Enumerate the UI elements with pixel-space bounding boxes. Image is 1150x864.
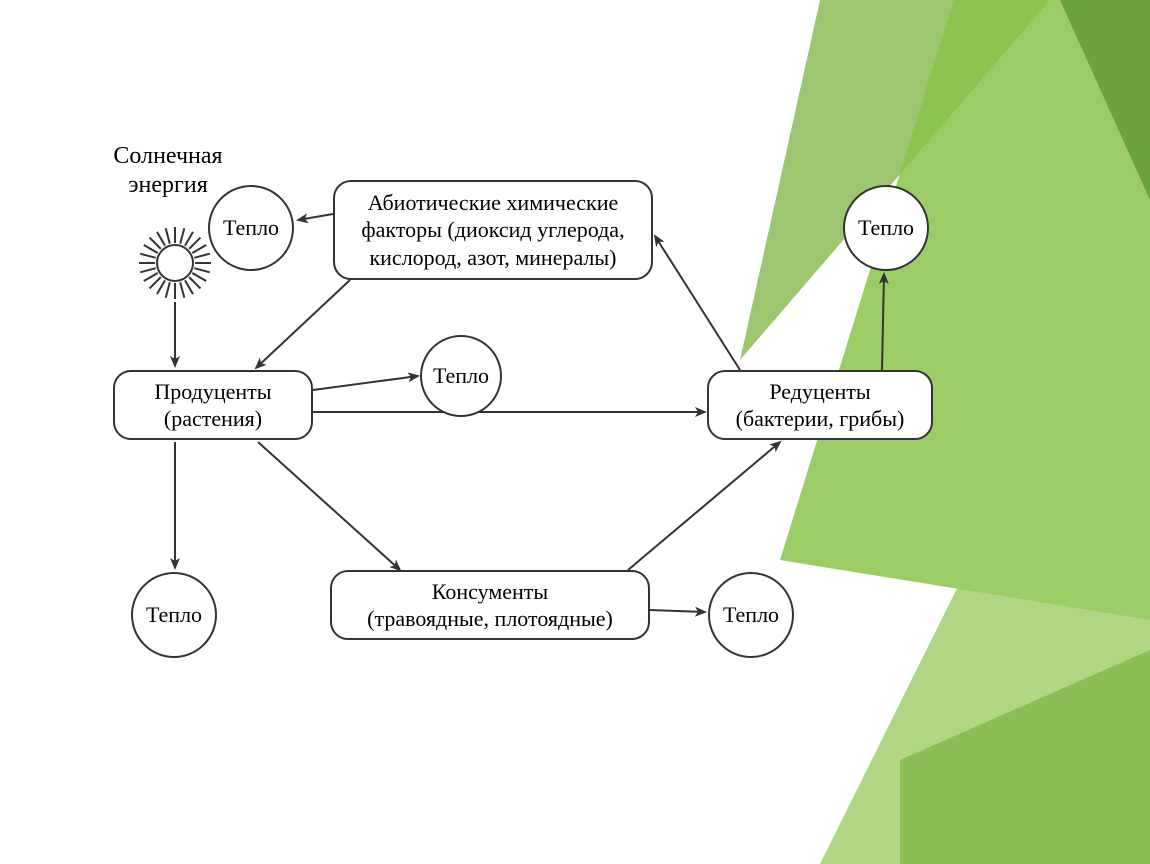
- decoration-triangle: [1060, 0, 1150, 200]
- node-heat-1: Тепло: [208, 185, 294, 271]
- node-heat-4: Тепло: [131, 572, 217, 658]
- edge-consumers-reducers: [628, 442, 780, 570]
- decoration-triangle: [820, 200, 1150, 864]
- decoration-triangle: [740, 0, 1050, 360]
- node-abiotic: Абиотические химические факторы (диоксид…: [333, 180, 653, 280]
- edge-producers-heat3: [313, 376, 418, 390]
- edge-reducers-heat2: [882, 274, 884, 370]
- node-consumers: Консументы (травоядные, плотоядные): [330, 570, 650, 640]
- decoration-triangle: [900, 650, 1150, 864]
- edge-abiotic-producers: [256, 280, 350, 368]
- decoration-triangle: [780, 0, 1150, 620]
- edge-producers-consumers: [258, 442, 400, 570]
- sun-icon: [130, 218, 220, 308]
- diagram-canvas: Солнечная энергия Тепло Тепло Абиотическ…: [0, 0, 1150, 864]
- edge-consumers-heat5: [650, 610, 705, 612]
- node-reducers: Редуценты (бактерии, грибы): [707, 370, 933, 440]
- node-heat-5: Тепло: [708, 572, 794, 658]
- sun-label: Солнечная энергия: [98, 142, 238, 200]
- node-heat-2: Тепло: [843, 185, 929, 271]
- edge-abiotic-heat1: [298, 214, 333, 220]
- edge-reducers-abiotic: [655, 236, 740, 370]
- node-heat-3: Тепло: [420, 335, 502, 417]
- node-producers: Продуценты (растения): [113, 370, 313, 440]
